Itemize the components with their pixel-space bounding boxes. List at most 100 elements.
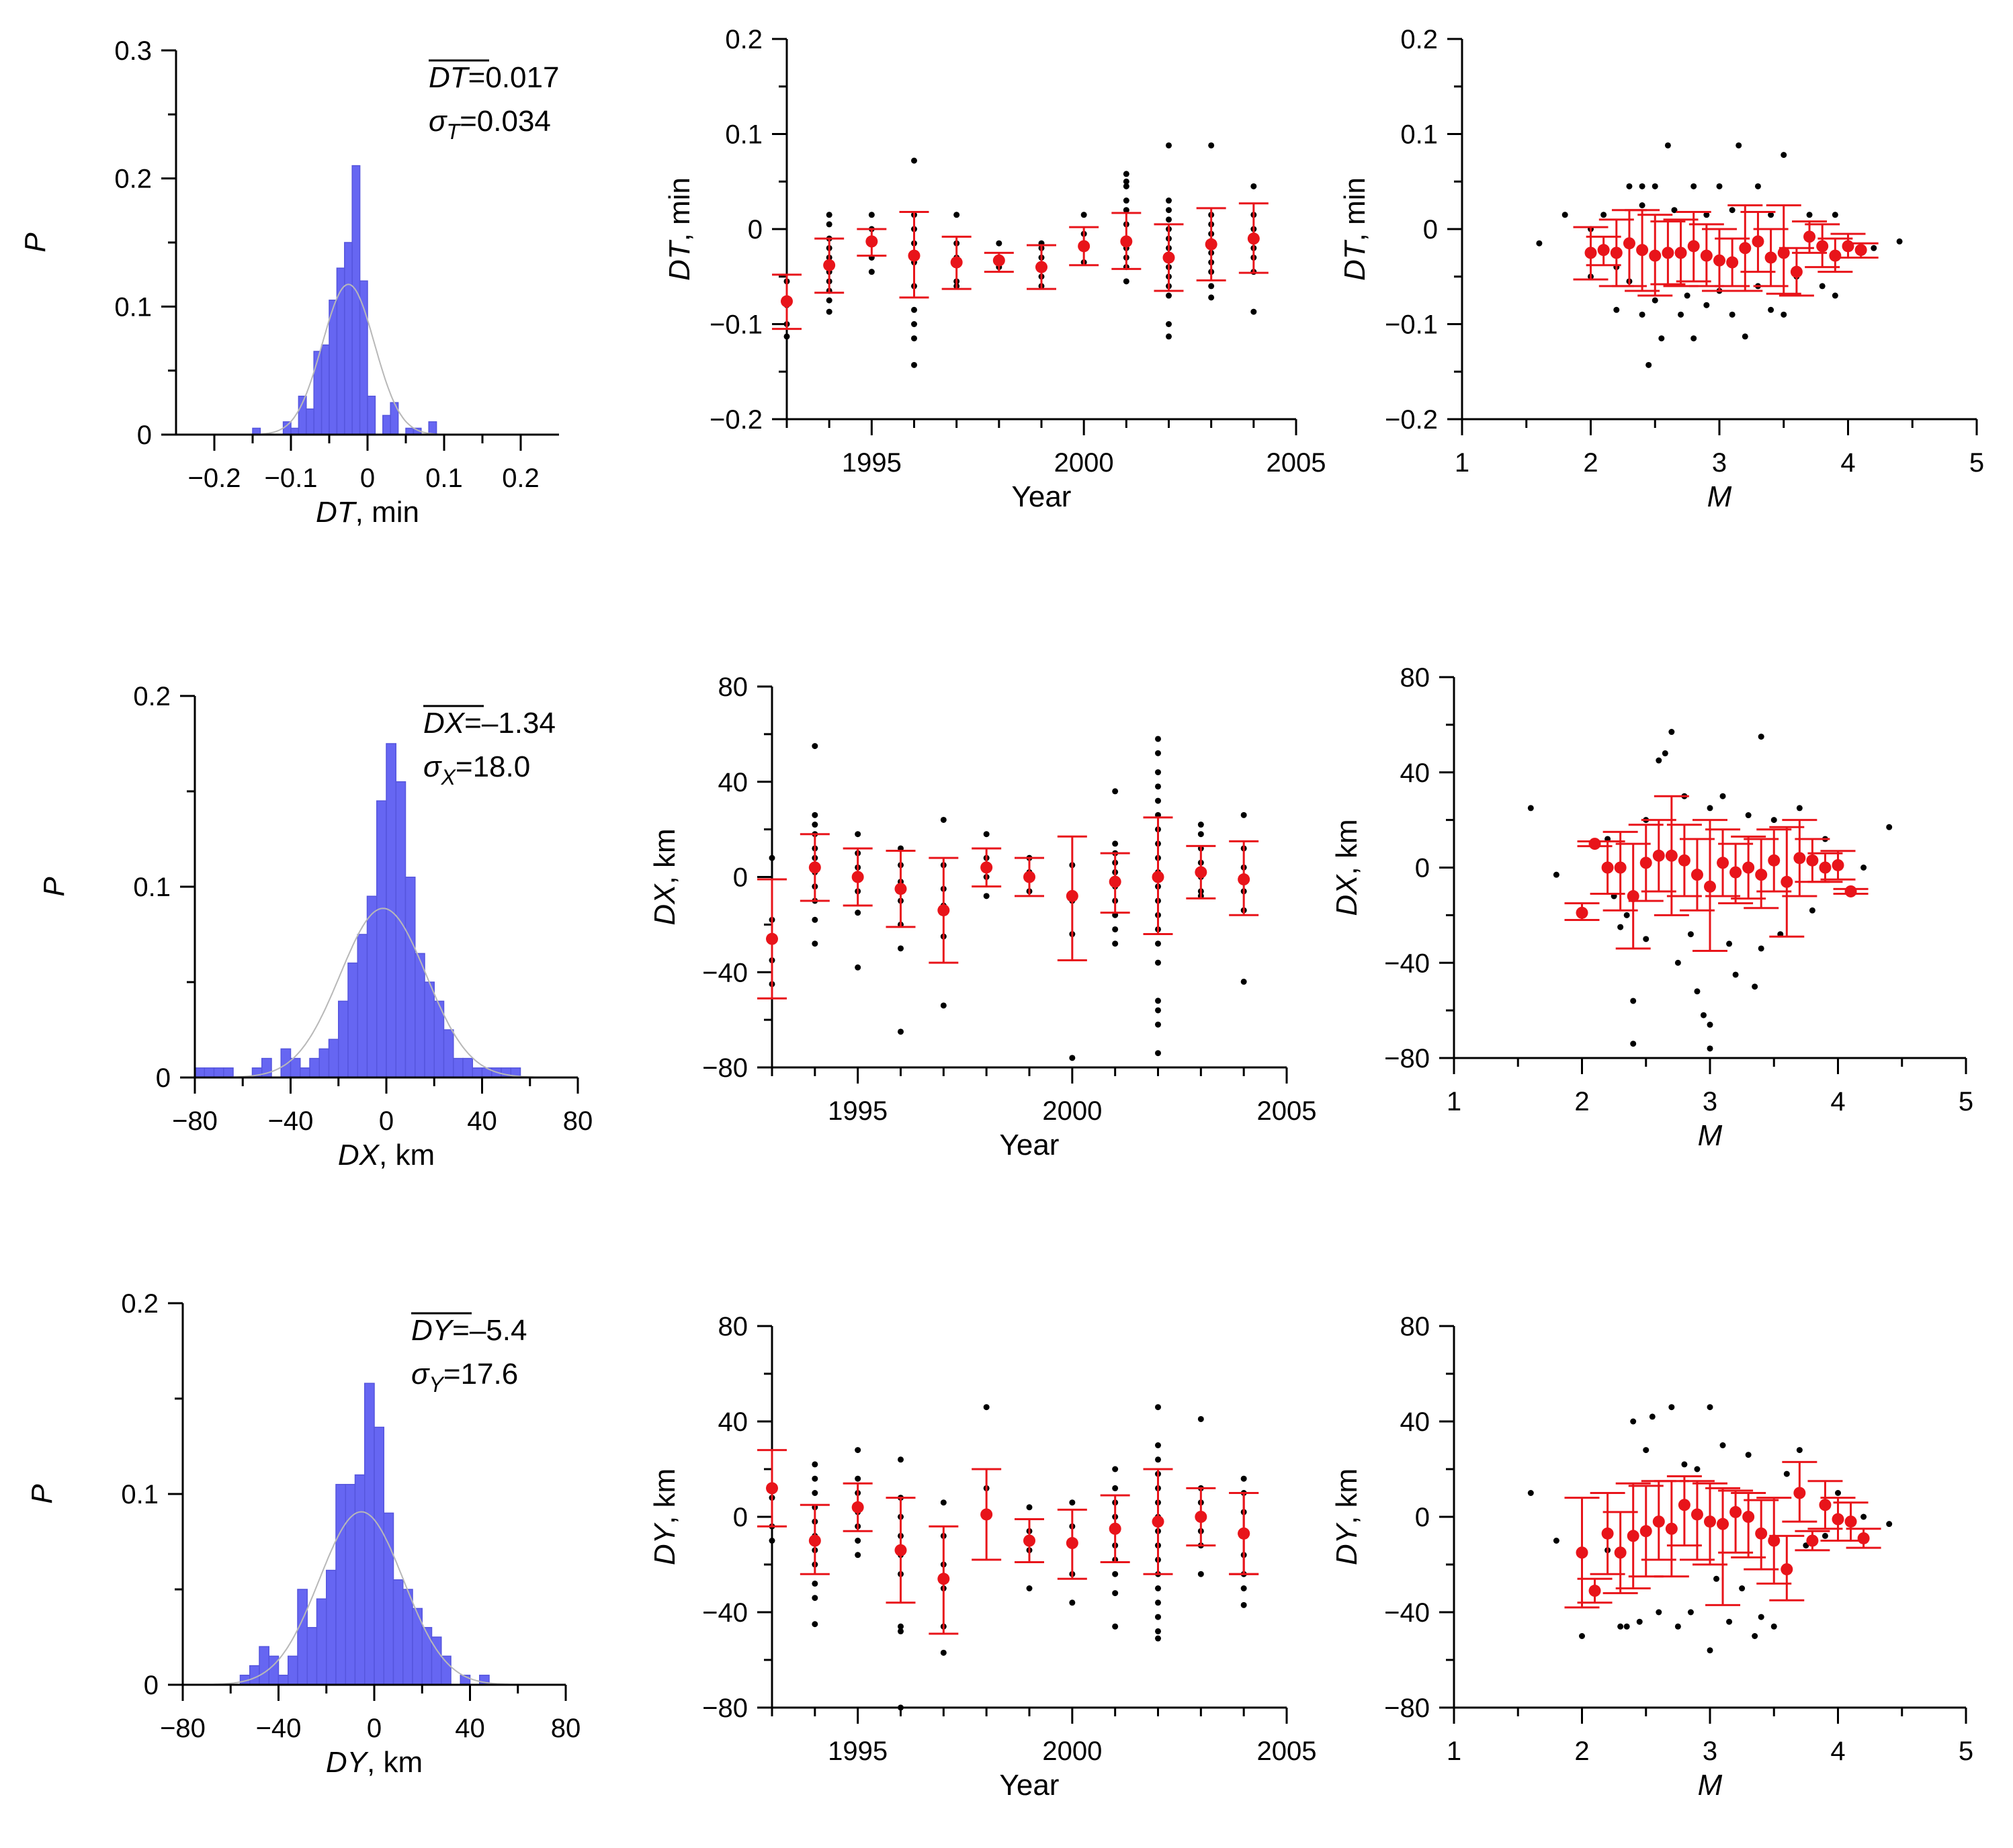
histogram-bar (313, 351, 323, 435)
mean-marker (937, 1573, 950, 1585)
histogram-bar (382, 414, 391, 435)
data-point (1636, 1618, 1643, 1625)
error-bar (1718, 1489, 1754, 1554)
data-point (1832, 212, 1838, 218)
data-point (1703, 212, 1710, 218)
error-bar (1756, 1497, 1792, 1585)
x-axis-label: M (1698, 1769, 1723, 1802)
data-point (812, 1490, 818, 1496)
panel-mag_dy: −80 −40 0 40 80 1 2 3 4 5 M DY, km (1330, 1312, 1973, 1802)
data-point (1112, 788, 1119, 795)
mean-stat: DT=0.017 (429, 61, 559, 94)
data-point (1623, 1623, 1630, 1630)
histogram-bar (335, 1484, 346, 1685)
data-point (1871, 245, 1877, 251)
data-point (1781, 152, 1787, 159)
data-point (940, 816, 947, 823)
mean-marker (1842, 240, 1854, 253)
data-point (1155, 1635, 1161, 1642)
error-bar (1792, 220, 1828, 254)
data-point (1155, 736, 1161, 742)
data-point (1768, 212, 1774, 218)
data-point (1166, 197, 1172, 204)
histogram-bar (326, 1569, 337, 1685)
error-bar (886, 850, 916, 928)
histogram-bar (357, 934, 368, 1078)
mean-marker (1627, 890, 1639, 903)
x-tick-label: 2 (1574, 1087, 1589, 1116)
error-bar (1637, 214, 1673, 297)
panel-mag_dt: −0.2 −0.1 0 0.1 0.2 1 2 3 4 5 M DT, min (1338, 25, 1984, 513)
data-point (1886, 1521, 1893, 1528)
data-point (1639, 202, 1645, 209)
data-point (1860, 865, 1867, 871)
data-point (1668, 1404, 1675, 1411)
data-point (1886, 824, 1893, 830)
mean-marker (1238, 873, 1250, 886)
histogram-bar (309, 1057, 320, 1078)
data-point (1690, 335, 1697, 342)
data-point (1658, 335, 1665, 342)
histogram-bar (249, 1665, 260, 1685)
data-point (1112, 926, 1119, 932)
data-point (1112, 1623, 1119, 1630)
data-point (1703, 302, 1710, 308)
mean-marker (1610, 247, 1623, 259)
error-bar (1744, 1499, 1779, 1571)
error-bar (800, 833, 830, 902)
x-axis-label: DT, min (316, 496, 419, 529)
x-tick-label: 0.1 (425, 464, 463, 493)
mean-marker (1704, 880, 1716, 893)
mean-marker (1726, 256, 1739, 269)
data-point (812, 1595, 818, 1601)
y-tick-label: 0 (144, 1671, 159, 1700)
data-point (1687, 1609, 1694, 1616)
mean-marker (1152, 1515, 1164, 1528)
histogram-bar (282, 421, 292, 435)
data-point (1754, 183, 1761, 189)
mean-marker (1857, 1532, 1870, 1544)
histogram-bar (395, 781, 406, 1078)
mean-marker (950, 256, 963, 269)
data-point (812, 940, 818, 947)
error-bar (1628, 824, 1664, 902)
y-tick-label: −80 (702, 1053, 748, 1083)
x-tick-label: 4 (1830, 1736, 1845, 1766)
data-point (1155, 1404, 1161, 1411)
data-point (1155, 1599, 1161, 1606)
error-bar (972, 1468, 1002, 1561)
data-point (1617, 1623, 1624, 1630)
mean-marker (1739, 242, 1752, 255)
data-point (1656, 757, 1662, 764)
histogram-bar (320, 344, 330, 435)
x-tick-label: 5 (1959, 1736, 1973, 1766)
panel-hist_dt: 0 0.1 0.2 0.3 −0.2 −0.1 0 0.1 0.2 DT, min P DT=0.01… (19, 36, 559, 529)
y-tick-label: 0 (1415, 854, 1430, 883)
x-tick-label: 2000 (1042, 1096, 1102, 1126)
axes: −0.2 −0.1 0 0.1 0.2 1 2 3 4 5 (1385, 25, 1984, 478)
error-bar (1057, 1508, 1087, 1580)
data-point (1758, 945, 1764, 952)
y-tick-label: 0.2 (1400, 25, 1438, 54)
mean-marker (894, 883, 907, 895)
data-point (1707, 1021, 1713, 1028)
mean-marker (1755, 869, 1768, 881)
panel-hist_dx: 0 0.1 0.2 −80 −40 0 40 80 DX, km P DX=–1.34 σX=18.0 (38, 682, 593, 1172)
x-tick-label: 1995 (828, 1096, 888, 1126)
error-bar (899, 211, 929, 299)
data-point (911, 157, 917, 164)
mean-marker (1588, 838, 1601, 850)
data-point (1707, 1045, 1713, 1052)
axes: −80 −40 0 40 80 1995 2000 2005 (702, 672, 1316, 1126)
data-point (1208, 283, 1215, 290)
y-axis-label: DX, km (648, 828, 681, 925)
mean-marker (1023, 871, 1035, 883)
histogram-bar (404, 877, 416, 1078)
error-bar (757, 1449, 787, 1528)
data-point (1860, 1513, 1867, 1520)
data-point (769, 854, 775, 861)
error-bar (984, 251, 1014, 273)
y-tick-label: −40 (1384, 949, 1430, 978)
data-point (1664, 142, 1671, 148)
data-point (1716, 183, 1723, 189)
